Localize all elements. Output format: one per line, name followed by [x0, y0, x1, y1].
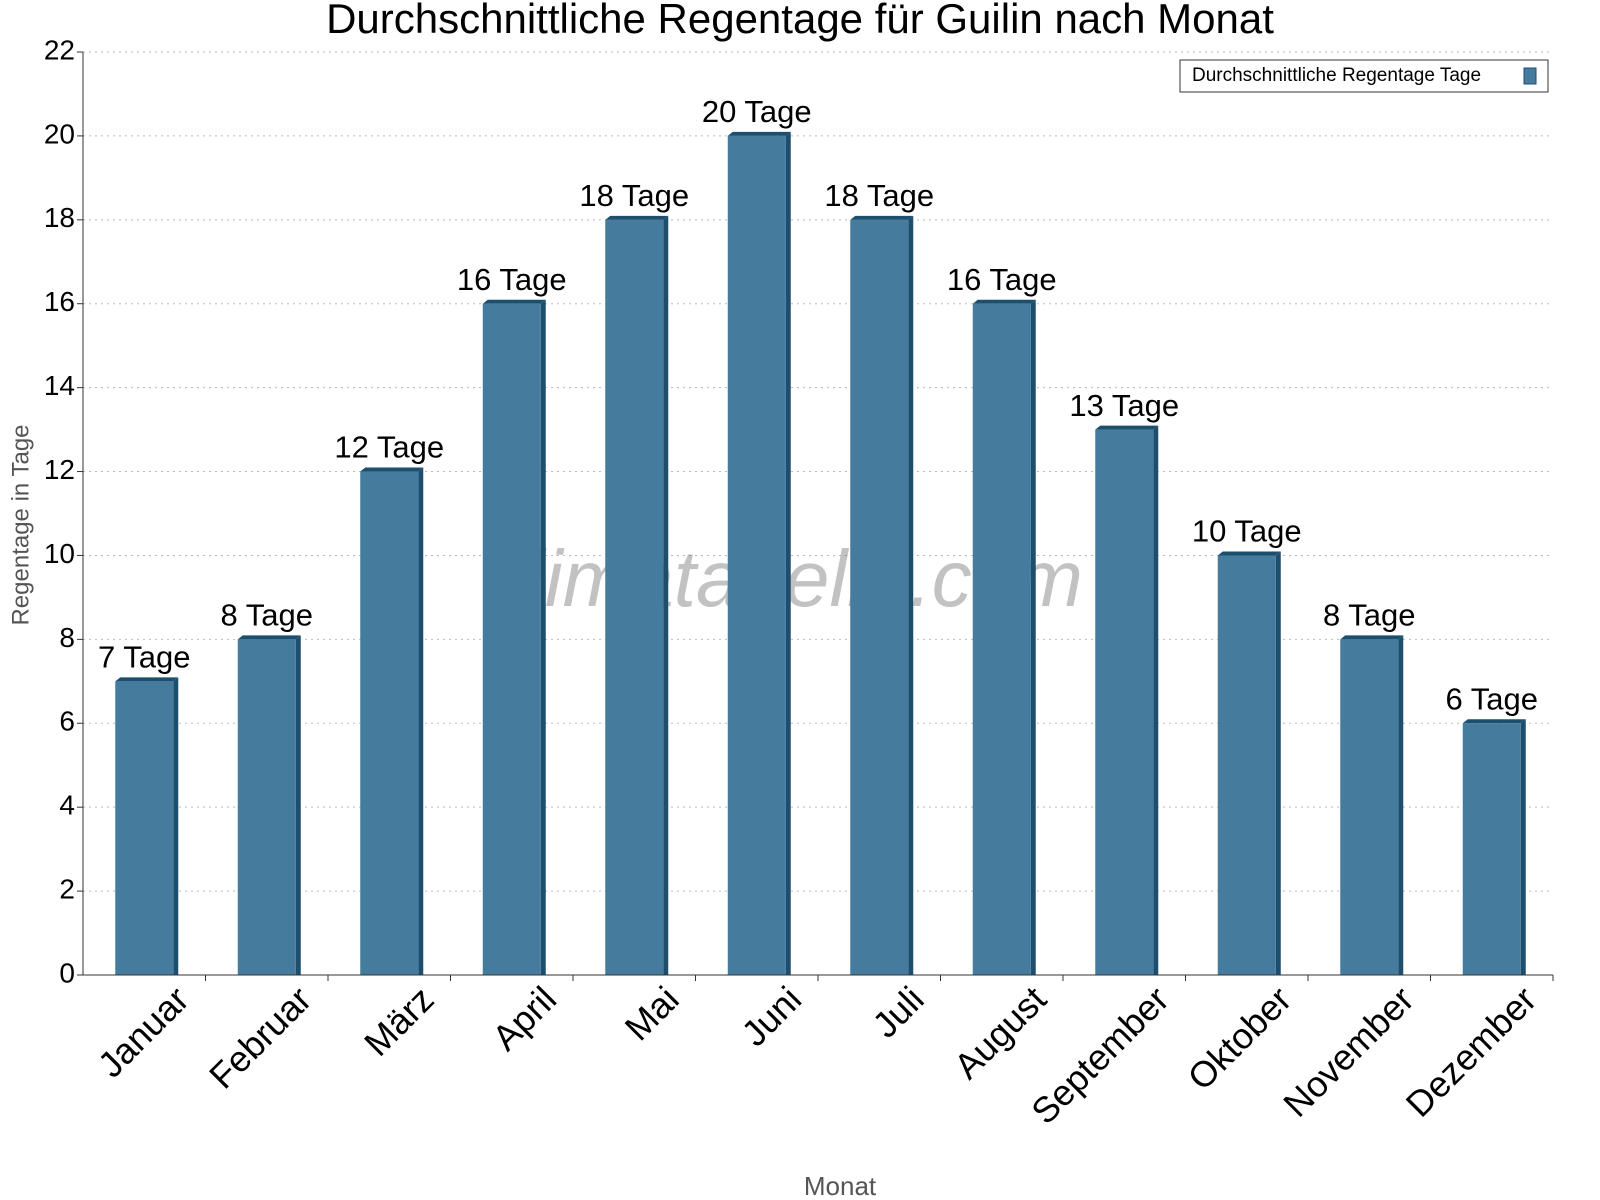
bar-top	[850, 215, 914, 220]
x-tick-label: Januar	[90, 978, 197, 1085]
bar-top	[237, 635, 301, 640]
x-tick-label: Juli	[864, 978, 931, 1045]
bar-top	[1217, 551, 1281, 556]
legend-box	[1179, 59, 1549, 93]
bar-side	[418, 467, 424, 975]
bar-side	[1398, 635, 1404, 975]
bar-top	[972, 299, 1036, 304]
bar-top	[605, 215, 669, 220]
y-tick-label: 14	[44, 370, 75, 401]
value-label: 20 Tage	[702, 94, 812, 129]
bar	[482, 303, 541, 975]
x-tick-label: August	[946, 978, 1054, 1086]
value-label: 8 Tage	[1323, 598, 1416, 633]
chart-title: Durchschnittliche Regentage für Guilin n…	[326, 0, 1274, 42]
bar-side	[663, 215, 669, 975]
value-label: 13 Tage	[1069, 388, 1179, 423]
bar-side	[1153, 425, 1159, 975]
y-tick-label: 10	[44, 538, 75, 569]
bar-top	[727, 131, 791, 136]
bar-top	[1340, 635, 1404, 640]
bar-side	[295, 635, 301, 975]
x-axis-label: Monat	[804, 1171, 877, 1200]
y-axis-label: Regentage in Tage	[7, 424, 34, 625]
bar	[360, 471, 419, 975]
bar-top	[115, 677, 179, 682]
bar	[1340, 639, 1399, 975]
value-label: 16 Tage	[947, 262, 1057, 297]
x-tick-label: Juni	[733, 978, 809, 1054]
x-tick-label: Mai	[617, 978, 687, 1048]
y-tick-label: 4	[59, 790, 75, 821]
y-tick-label: 12	[44, 454, 75, 485]
value-label: 7 Tage	[98, 640, 191, 675]
value-label: 18 Tage	[579, 178, 689, 213]
y-tick-label: 22	[44, 34, 75, 65]
y-tick-label: 8	[59, 622, 75, 653]
legend-label: Durchschnittliche Regentage Tage	[1192, 65, 1481, 86]
bar-side	[1030, 299, 1036, 975]
bar-side	[173, 677, 179, 975]
bar	[972, 303, 1031, 975]
bar	[237, 639, 296, 975]
bar	[605, 219, 664, 975]
bar	[1217, 555, 1276, 975]
bar-top	[360, 467, 424, 472]
x-tick-label: Februar	[201, 978, 319, 1096]
y-tick-label: 18	[44, 202, 75, 233]
value-label: 12 Tage	[334, 430, 444, 465]
y-tick-label: 0	[59, 957, 75, 988]
value-label: 16 Tage	[457, 262, 567, 297]
bar-side	[1520, 719, 1526, 975]
bar-top	[482, 299, 546, 304]
y-tick-label: 2	[59, 873, 75, 904]
bar-top	[1462, 719, 1526, 724]
bar	[727, 135, 786, 976]
y-tick-label: 6	[59, 706, 75, 737]
bar-side	[1275, 551, 1281, 975]
bar-side	[785, 131, 791, 976]
bar-top	[1095, 425, 1159, 430]
bar	[850, 219, 909, 975]
x-tick-label: Oktober	[1180, 978, 1300, 1098]
value-label: 18 Tage	[824, 178, 934, 213]
value-label: 10 Tage	[1192, 514, 1302, 549]
x-tick-label: April	[484, 978, 564, 1058]
x-tick-label: Dezember	[1398, 978, 1544, 1124]
bar	[115, 681, 174, 975]
bar-side	[908, 215, 914, 975]
bar	[1462, 723, 1521, 975]
legend-swatch	[1523, 67, 1537, 85]
bar-side	[540, 299, 546, 975]
y-tick-label: 16	[44, 286, 75, 317]
bar	[1095, 429, 1154, 975]
x-tick-label: März	[356, 978, 442, 1064]
value-label: 8 Tage	[220, 598, 313, 633]
y-tick-label: 20	[44, 118, 75, 149]
x-tick-label: November	[1275, 978, 1421, 1124]
value-label: 6 Tage	[1445, 681, 1538, 716]
